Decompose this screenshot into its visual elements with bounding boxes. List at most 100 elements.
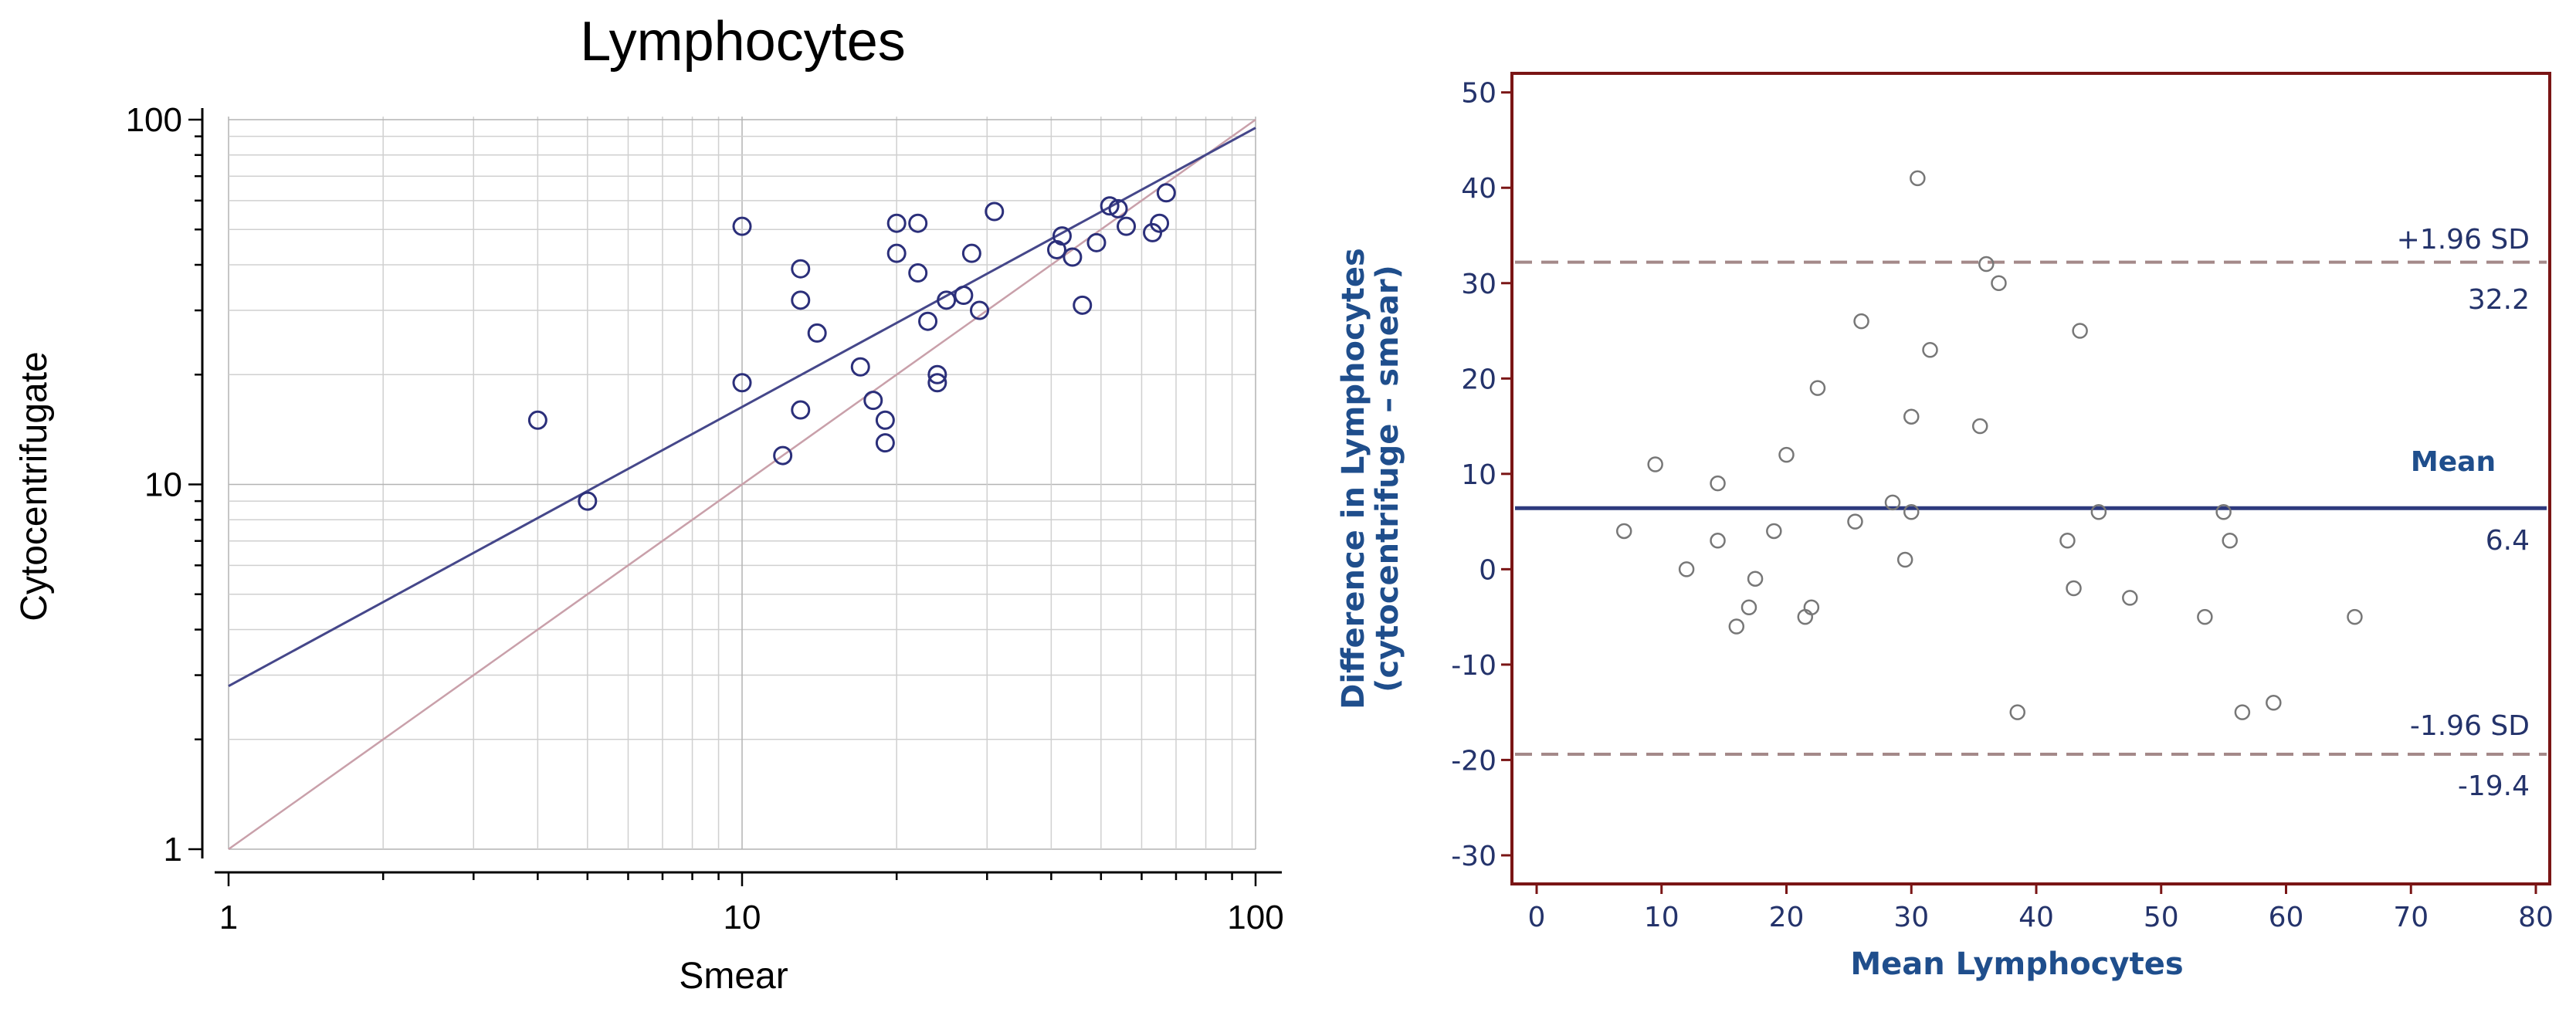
y-tick-label: 10 [1461, 459, 1496, 491]
y-tick-label: 20 [1461, 364, 1496, 395]
y-tick-label: -20 [1451, 745, 1496, 777]
data-point [886, 213, 907, 233]
data-point [2222, 533, 2238, 549]
data-point [918, 311, 938, 331]
y-tick-label: -10 [1451, 650, 1496, 682]
data-point [791, 290, 811, 310]
data-point [1740, 599, 1757, 616]
y-axis-label: Cytocentrifugate [14, 351, 55, 621]
upper-loa-value: 32.2 [2468, 284, 2530, 316]
y-tick-label: 30 [1461, 269, 1496, 300]
grid [228, 117, 1256, 850]
data-point [937, 290, 957, 310]
data-point [2215, 503, 2232, 520]
y-axis-label: Difference in Lymphocytes (cytocentrifug… [1336, 248, 1405, 709]
y-tick-label: -30 [1451, 841, 1496, 872]
x-tick-label: 80 [2518, 902, 2554, 933]
data-point [2072, 323, 2088, 339]
data-point [1150, 213, 1170, 233]
x-tick-label: 30 [1893, 902, 1929, 933]
data-point [1991, 275, 2007, 292]
lower-loa-value: -19.4 [2458, 770, 2530, 802]
data-point [2009, 704, 2025, 720]
x-tick-label: 40 [2018, 902, 2054, 933]
data-point [2090, 503, 2107, 520]
data-point [886, 243, 907, 263]
x-tick-label: 60 [2269, 902, 2304, 933]
data-point [1086, 232, 1107, 252]
y-axis-label-line1: Difference in Lymphocytes [1336, 248, 1371, 709]
data-point [1809, 380, 1826, 396]
mean-value: 6.4 [2486, 525, 2530, 557]
data-point [1853, 313, 1869, 330]
data-point [1803, 599, 1820, 616]
y-tick-label: 40 [1461, 173, 1496, 205]
upper-loa-label: +1.96 SD [2397, 224, 2530, 256]
data-point [1108, 198, 1128, 218]
data-point [1922, 341, 1938, 358]
tick-labels: 1 10 100 1 10 100 [126, 101, 1284, 936]
y-tick-label: 0 [1479, 554, 1496, 586]
data-point [985, 201, 1005, 222]
data-point [2066, 580, 2082, 597]
x-tick-label: 10 [724, 899, 761, 936]
data-point [1647, 456, 1663, 472]
x-axis-label: Mean Lymphocytes [1850, 946, 2183, 982]
x-tick-label: 20 [1769, 902, 1805, 933]
data-point [732, 216, 752, 236]
data-point [927, 364, 947, 384]
data-point [1910, 170, 1926, 187]
data-point [807, 323, 827, 343]
x-tick-label: 10 [1644, 902, 1679, 933]
data-point [908, 213, 928, 233]
bland-altman-plot: 0 10 20 30 40 50 60 70 80 -30 -20 -10 0 10 20 30 40 50 +1… [1336, 72, 2554, 982]
data-point [2197, 608, 2213, 625]
data-point [850, 357, 870, 377]
data-point [1747, 571, 1764, 587]
x-axis-label: Smear [679, 956, 788, 997]
data-point [527, 410, 547, 430]
data-point [1063, 247, 1083, 267]
y-tick-label: 1 [164, 831, 182, 868]
tick-labels: 0 10 20 30 40 50 60 70 80 -30 -20 -10 0 10 20 30 40 50 [1451, 78, 2554, 933]
data-point [875, 433, 895, 453]
data-point [927, 373, 947, 393]
fit-lines [228, 118, 1256, 851]
data-point [1896, 551, 1913, 568]
data-point [1052, 226, 1072, 246]
data-point [1156, 183, 1176, 203]
data-point [1615, 523, 1632, 540]
lower-loa-label: -1.96 SD [2410, 710, 2530, 742]
data-point [2234, 704, 2251, 720]
x-tick-label: 50 [2144, 902, 2179, 933]
data-point [1728, 618, 1745, 635]
data-point [1100, 196, 1120, 216]
identity-line [228, 118, 1256, 851]
data-point [1971, 418, 1988, 435]
data-point [954, 286, 974, 306]
data-point [1903, 408, 1920, 425]
y-tick-label: 50 [1461, 78, 1496, 110]
x-tick-label: 0 [1528, 902, 1546, 933]
data-points [1615, 170, 2363, 720]
y-axis-label-line2: (cytocentrifuge – smear) [1370, 265, 1405, 692]
x-tick-label: 100 [1227, 899, 1283, 936]
axes [188, 108, 1282, 886]
data-point [2347, 608, 2363, 625]
data-point [1847, 513, 1863, 530]
data-point [1978, 256, 1995, 273]
x-tick-label: 1 [219, 899, 238, 936]
data-point [1678, 561, 1695, 577]
data-point [791, 259, 811, 279]
annotations: +1.96 SD 32.2 Mean 6.4 -1.96 SD -19.4 [2397, 224, 2530, 802]
reference-lines [1515, 260, 2547, 756]
data-point [2059, 533, 2076, 549]
data-point [1710, 533, 1726, 549]
mean-label: Mean [2411, 446, 2496, 478]
data-point [1117, 216, 1137, 236]
data-point [1073, 295, 1093, 315]
data-point [1778, 446, 1795, 463]
data-point [791, 400, 811, 420]
y-tick-label: 100 [126, 101, 182, 139]
